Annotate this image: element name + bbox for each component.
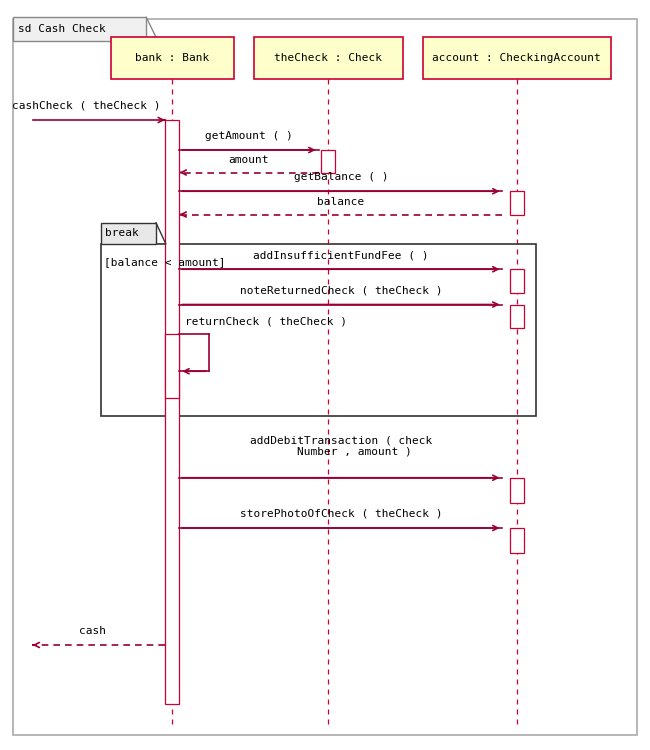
- Text: cash: cash: [79, 626, 106, 636]
- Text: noteReturnedCheck ( theCheck ): noteReturnedCheck ( theCheck ): [240, 286, 442, 296]
- Text: bank : Bank: bank : Bank: [135, 53, 209, 63]
- Text: account : CheckingAccount: account : CheckingAccount: [432, 53, 601, 63]
- Bar: [111, 38, 234, 79]
- Bar: [510, 304, 524, 328]
- Text: storePhotoOfCheck ( theCheck ): storePhotoOfCheck ( theCheck ): [240, 509, 442, 519]
- Text: break: break: [105, 228, 139, 238]
- Bar: [510, 478, 524, 502]
- Text: addDebitTransaction ( check
    Number , amount ): addDebitTransaction ( check Number , amo…: [250, 435, 432, 457]
- Text: getAmount ( ): getAmount ( ): [205, 131, 293, 141]
- Bar: [254, 38, 403, 79]
- Bar: [165, 334, 179, 398]
- Bar: [165, 120, 179, 703]
- Text: amount: amount: [229, 155, 269, 165]
- Bar: [510, 269, 524, 292]
- Text: returnCheck ( theCheck ): returnCheck ( theCheck ): [185, 316, 346, 326]
- Bar: [101, 223, 156, 244]
- Text: [balance < amount]: [balance < amount]: [104, 257, 226, 267]
- Bar: [321, 150, 335, 172]
- Bar: [13, 17, 146, 41]
- Text: theCheck : Check: theCheck : Check: [274, 53, 382, 63]
- Bar: [101, 244, 536, 416]
- Bar: [510, 528, 524, 553]
- Bar: [422, 38, 611, 79]
- Text: getBalance ( ): getBalance ( ): [294, 172, 388, 182]
- Text: addInsufficientFundFee ( ): addInsufficientFundFee ( ): [253, 251, 429, 260]
- Text: sd Cash Check: sd Cash Check: [18, 24, 106, 34]
- Text: cashCheck ( theCheck ): cashCheck ( theCheck ): [12, 101, 160, 111]
- Text: balance: balance: [317, 197, 365, 207]
- Bar: [510, 191, 524, 214]
